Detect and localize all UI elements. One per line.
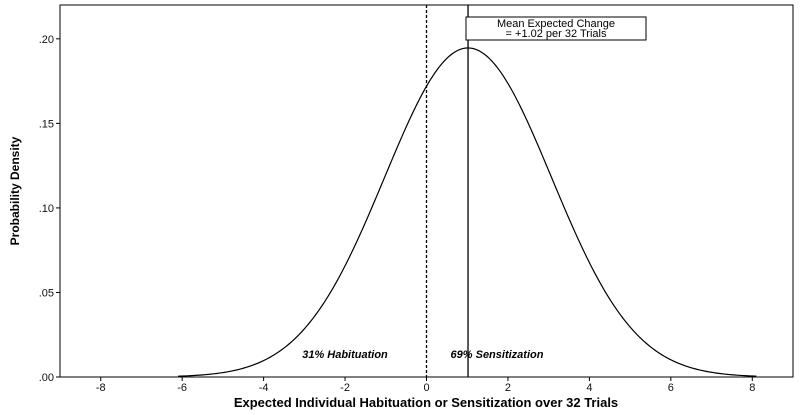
x-tick-label: -6 (177, 382, 187, 394)
x-tick-label: 8 (749, 382, 755, 394)
x-tick-label: 0 (423, 382, 429, 394)
y-tick-label: .00 (39, 372, 54, 384)
x-tick-label: -2 (340, 382, 350, 394)
mean-annotation-line1: Mean Expected Change (497, 18, 615, 30)
normal-density-curve (178, 47, 757, 377)
mean-annotation-box (465, 16, 647, 41)
habituation-label: 31% Habituation (302, 349, 388, 361)
x-tick-label: -8 (96, 382, 106, 394)
y-tick-label: .10 (39, 203, 54, 215)
x-tick-label: 6 (668, 382, 674, 394)
y-tick-label: .20 (39, 34, 54, 46)
x-tick-label: -4 (259, 382, 269, 394)
x-axis-title: Expected Individual Habituation or Sensi… (234, 395, 618, 410)
y-axis-title: Probability Density (8, 136, 22, 245)
y-tick-label: .05 (39, 287, 54, 299)
axis-ticks: -8 -6 -4 -2 0 2 4 6 8 .00 .05 .10 .15 .20 (39, 34, 756, 394)
x-tick-label: 2 (505, 382, 511, 394)
sensitization-label: 69% Sensitization (451, 349, 544, 361)
x-tick-label: 4 (586, 382, 592, 394)
y-tick-label: .15 (39, 118, 54, 130)
mean-annotation-line2: = +1.02 per 32 Trials (506, 28, 607, 40)
